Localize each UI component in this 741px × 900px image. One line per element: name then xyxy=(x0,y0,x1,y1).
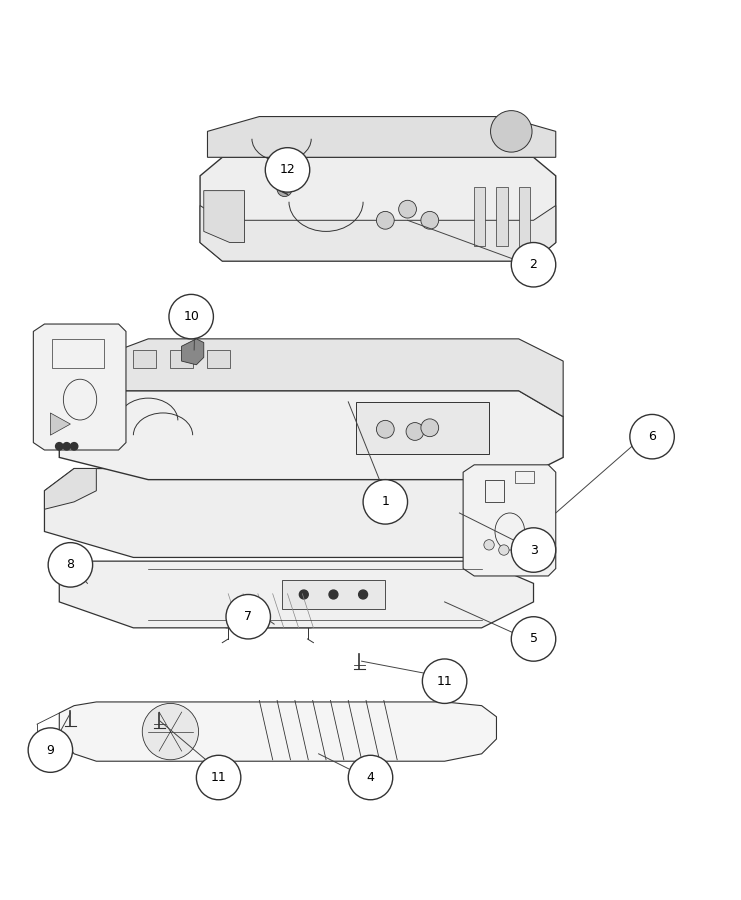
Circle shape xyxy=(299,590,308,598)
Text: 7: 7 xyxy=(245,610,252,623)
Polygon shape xyxy=(59,562,534,628)
Circle shape xyxy=(499,544,509,555)
FancyBboxPatch shape xyxy=(282,580,385,609)
FancyBboxPatch shape xyxy=(170,350,193,368)
Circle shape xyxy=(265,148,310,192)
Circle shape xyxy=(348,755,393,800)
Circle shape xyxy=(196,755,241,800)
Text: 2: 2 xyxy=(530,258,537,271)
Polygon shape xyxy=(78,573,95,590)
Circle shape xyxy=(484,540,494,550)
FancyBboxPatch shape xyxy=(519,187,530,247)
Polygon shape xyxy=(89,339,563,417)
Polygon shape xyxy=(200,158,556,261)
Text: 4: 4 xyxy=(367,771,374,784)
Circle shape xyxy=(28,728,73,772)
Circle shape xyxy=(630,414,674,459)
Text: 8: 8 xyxy=(67,558,74,572)
Polygon shape xyxy=(33,324,126,450)
Polygon shape xyxy=(200,205,556,261)
Text: 6: 6 xyxy=(648,430,656,443)
FancyBboxPatch shape xyxy=(207,350,230,368)
Circle shape xyxy=(534,536,545,545)
Text: 3: 3 xyxy=(530,544,537,556)
Polygon shape xyxy=(59,391,563,480)
Circle shape xyxy=(329,590,338,598)
Text: 9: 9 xyxy=(47,743,54,757)
Circle shape xyxy=(277,182,292,196)
Circle shape xyxy=(48,543,93,587)
Circle shape xyxy=(421,418,439,436)
Circle shape xyxy=(511,242,556,287)
Circle shape xyxy=(511,616,556,662)
Circle shape xyxy=(70,443,78,450)
Polygon shape xyxy=(219,595,319,628)
Text: 10: 10 xyxy=(183,310,199,323)
Circle shape xyxy=(226,595,270,639)
Circle shape xyxy=(399,201,416,218)
Text: 12: 12 xyxy=(279,164,296,176)
FancyBboxPatch shape xyxy=(356,401,489,454)
Circle shape xyxy=(421,212,439,230)
Polygon shape xyxy=(59,702,496,761)
FancyBboxPatch shape xyxy=(133,350,156,368)
Polygon shape xyxy=(463,464,556,576)
Polygon shape xyxy=(204,191,245,242)
Polygon shape xyxy=(50,413,70,436)
Circle shape xyxy=(524,541,534,552)
Circle shape xyxy=(511,527,556,572)
Circle shape xyxy=(56,443,63,450)
Polygon shape xyxy=(182,339,204,365)
FancyBboxPatch shape xyxy=(496,187,508,247)
Circle shape xyxy=(363,480,408,524)
Circle shape xyxy=(142,704,199,760)
Text: 11: 11 xyxy=(436,675,453,688)
Polygon shape xyxy=(44,469,96,509)
Text: 5: 5 xyxy=(530,633,537,645)
Circle shape xyxy=(359,590,368,598)
Circle shape xyxy=(376,420,394,438)
Circle shape xyxy=(422,659,467,704)
Circle shape xyxy=(169,294,213,339)
Circle shape xyxy=(376,212,394,230)
Text: 1: 1 xyxy=(382,495,389,508)
Polygon shape xyxy=(44,469,548,557)
Polygon shape xyxy=(207,117,556,158)
FancyBboxPatch shape xyxy=(474,187,485,247)
Circle shape xyxy=(491,111,532,152)
Circle shape xyxy=(63,443,70,450)
Text: 11: 11 xyxy=(210,771,227,784)
Circle shape xyxy=(406,423,424,440)
